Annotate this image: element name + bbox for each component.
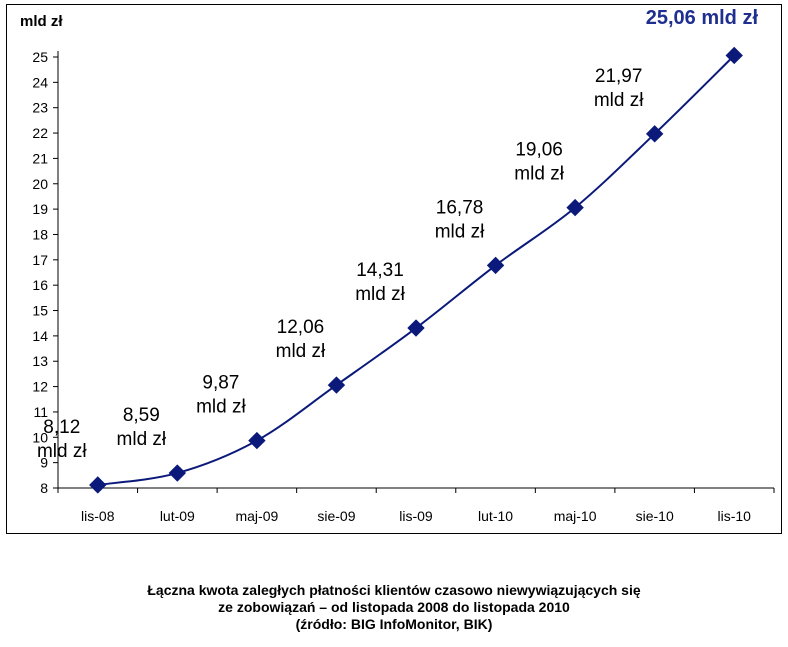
- data-label-unit: mld zł: [117, 429, 167, 450]
- y-tick-label: 11: [33, 404, 48, 420]
- y-tick-label: 13: [32, 353, 48, 369]
- data-label-value: 21,97: [595, 66, 643, 87]
- x-tick-label: lis-08: [81, 508, 115, 524]
- x-tick-label: lut-10: [478, 508, 513, 524]
- caption-line-3: (źródło: BIG InfoMonitor, BIK): [295, 616, 493, 632]
- y-tick-label: 23: [32, 100, 48, 116]
- chart-frame: [6, 4, 782, 534]
- x-tick-label: maj-10: [554, 508, 597, 524]
- data-point-marker: [486, 256, 505, 275]
- data-label-value: 8,59: [123, 405, 160, 426]
- y-tick-label: 9: [40, 455, 48, 471]
- data-label-unit: mld zł: [196, 397, 246, 418]
- y-tick-label: 19: [32, 201, 48, 217]
- y-tick-label: 10: [32, 429, 48, 445]
- data-label-value: 14,31: [356, 260, 404, 281]
- y-tick-label: 8: [40, 480, 48, 496]
- y-tick-label: 25: [32, 49, 48, 65]
- y-tick-label: 15: [32, 303, 48, 319]
- y-tick-label: 24: [32, 74, 48, 90]
- data-label-unit: mld zł: [594, 90, 644, 111]
- data-point-marker: [248, 431, 266, 450]
- data-point-marker: [407, 319, 425, 337]
- data-point-marker: [645, 125, 664, 143]
- y-tick-label: 21: [32, 150, 48, 166]
- y-tick-label: 17: [32, 252, 48, 268]
- y-tick-label: 12: [32, 379, 48, 395]
- data-point-marker: [89, 476, 107, 494]
- data-label-value: 19,06: [515, 140, 563, 161]
- y-axis-unit-label: mld zł: [20, 13, 63, 30]
- data-label-unit: mld zł: [435, 221, 485, 242]
- final-value-label: 25,06 mld zł: [645, 7, 758, 29]
- data-label-value: 8,12: [43, 417, 80, 438]
- data-label-unit: mld zł: [355, 284, 405, 305]
- caption-line-1: Łączna kwota zaległych płatności klientó…: [147, 582, 641, 598]
- y-tick-label: 22: [32, 125, 48, 141]
- data-label-unit: mld zł: [37, 441, 87, 462]
- y-tick-label: 20: [32, 176, 48, 192]
- data-label-value: 9,87: [202, 373, 239, 394]
- x-tick-label: lis-10: [717, 508, 751, 524]
- data-point-marker: [168, 464, 187, 482]
- series-line: [97, 54, 735, 486]
- line-chart: 8 9 10 11 12 13 14 15 16 17 18 19 20 21 22 23 24 25 lis-08…: [32, 46, 775, 524]
- x-tick-label: sie-10: [636, 508, 674, 524]
- data-label-value: 12,06: [277, 317, 325, 338]
- y-tick-label: 18: [32, 226, 48, 242]
- data-point-marker: [725, 46, 743, 65]
- data-point-marker: [566, 198, 584, 217]
- y-tick-label: 16: [32, 277, 48, 293]
- data-label-value: 16,78: [436, 197, 484, 218]
- x-tick-label: lut-09: [160, 508, 195, 524]
- data-label-unit: mld zł: [276, 341, 326, 362]
- x-tick-label: lis-09: [399, 508, 433, 524]
- x-tick-label: maj-09: [235, 508, 278, 524]
- caption-line-2: ze zobowiązań – od listopada 2008 do lis…: [218, 599, 570, 615]
- data-label-unit: mld zł: [514, 164, 564, 185]
- data-point-marker: [327, 376, 346, 394]
- x-tick-label: sie-09: [317, 508, 355, 524]
- y-tick-label: 14: [32, 328, 48, 344]
